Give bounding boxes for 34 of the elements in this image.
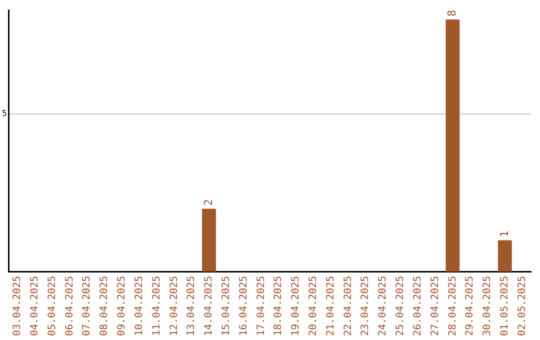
x-tick-label: 09.04.2025 — [116, 276, 128, 336]
data-label: 8 — [446, 10, 459, 16]
x-tick-label: 06.04.2025 — [64, 276, 76, 336]
x-tick-label: 22.04.2025 — [342, 276, 354, 336]
x-tick-label: 17.04.2025 — [256, 276, 267, 336]
x-tick-label: 25.04.2025 — [395, 276, 406, 336]
x-tick-label: 07.04.2025 — [82, 276, 93, 336]
x-tick-label: 14.04.2025 — [204, 276, 215, 336]
x-tick-label: 19.04.2025 — [290, 276, 302, 336]
y-tick-label: 5 — [2, 109, 7, 118]
x-tick-label: 05.04.2025 — [46, 276, 58, 336]
x-tick-label: 15.04.2025 — [220, 276, 232, 336]
x-tick-label: 12.04.2025 — [168, 276, 180, 336]
data-label: 2 — [202, 199, 215, 206]
x-tick-label: 26.04.2025 — [412, 276, 424, 336]
x-tick-label: 24.04.2025 — [378, 276, 389, 336]
x-tick-label: 21.04.2025 — [325, 276, 336, 336]
x-tick-label: 11.04.2025 — [151, 276, 162, 336]
x-tick-label: 16.04.2025 — [238, 276, 250, 336]
x-tick-label: 28.04.2025 — [447, 276, 458, 336]
x-tick-label: 10.04.2025 — [134, 276, 145, 336]
x-tick-label: 18.04.2025 — [273, 276, 284, 336]
x-tick-label: 02.05.2025 — [516, 276, 528, 336]
data-label: 1 — [498, 230, 511, 238]
x-tick-label: 29.04.2025 — [464, 276, 476, 336]
x-tick-label: 13.04.2025 — [186, 276, 198, 336]
x-tick-label: 08.04.2025 — [99, 276, 110, 336]
x-tick-label: 04.04.2025 — [30, 276, 41, 336]
x-tick-label: 30.04.2025 — [482, 276, 494, 336]
x-tick-label: 01.05.2025 — [499, 276, 510, 336]
x-tick-label: 03.04.2025 — [12, 276, 24, 336]
x-tick-label: 23.04.2025 — [360, 276, 372, 336]
x-tick-label: 27.04.2025 — [430, 276, 441, 336]
x-tick-label: 20.04.2025 — [308, 276, 320, 336]
